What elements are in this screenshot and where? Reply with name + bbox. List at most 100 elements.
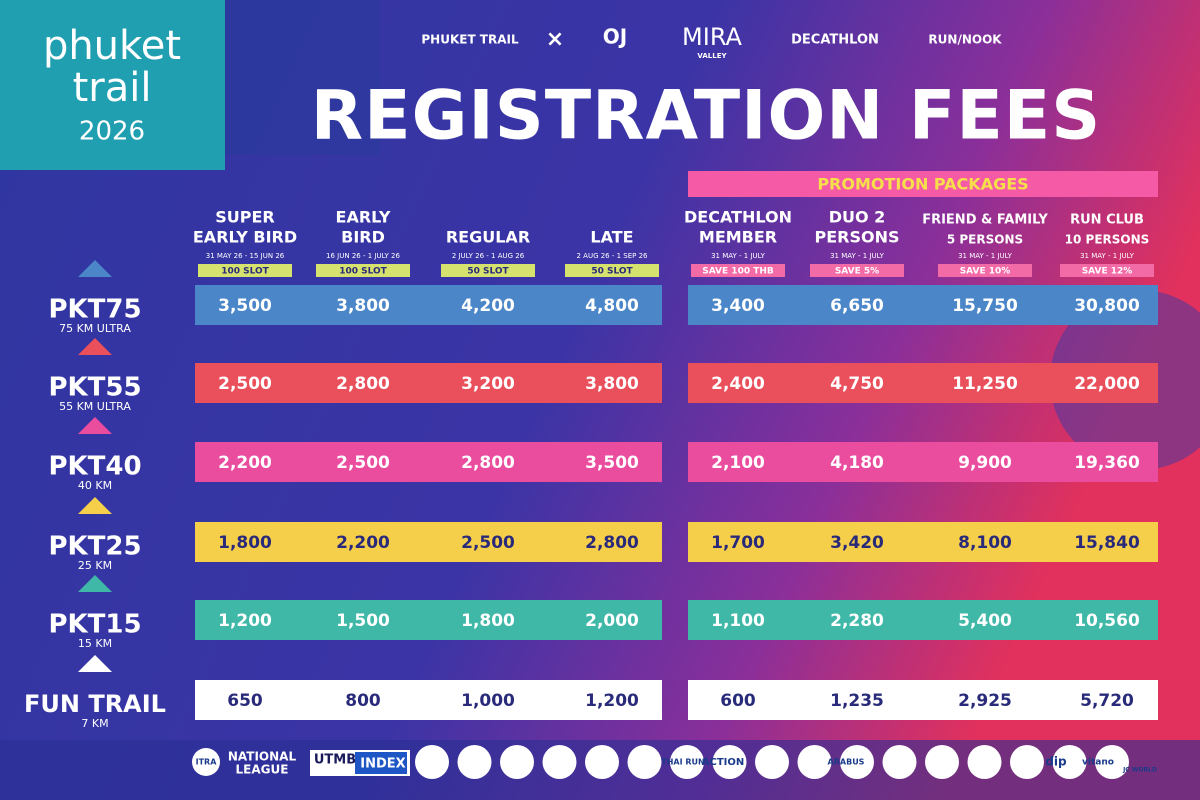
fee-bar bbox=[195, 522, 662, 562]
column-dates: 31 MAY 26 - 15 JUN 26 bbox=[206, 252, 285, 260]
fee: 3,500 bbox=[218, 296, 272, 316]
row-name: PKT15 bbox=[48, 610, 141, 640]
fee: 3,420 bbox=[830, 533, 884, 553]
partner-logo bbox=[192, 748, 220, 776]
fee: 2,800 bbox=[461, 453, 515, 473]
column-header: DECATHLON bbox=[684, 208, 792, 227]
partner-logo bbox=[1010, 745, 1044, 779]
fee: 1,000 bbox=[461, 691, 515, 711]
slot-tag bbox=[198, 264, 292, 277]
sponsor-logo: PHUKET TRAIL bbox=[421, 33, 519, 47]
logo-text: phuket bbox=[43, 23, 181, 69]
column-header: 10 PERSONS bbox=[1065, 233, 1150, 247]
slot-tag bbox=[691, 264, 785, 277]
title: REGISTRATION FEES bbox=[311, 77, 1101, 156]
fee: 4,200 bbox=[461, 296, 515, 316]
fee: 4,180 bbox=[830, 453, 884, 473]
partner-logo bbox=[457, 745, 492, 779]
partner-logo bbox=[585, 745, 619, 779]
fee: 6,650 bbox=[830, 296, 884, 316]
column-dates: 31 MAY - 1 JULY bbox=[958, 252, 1013, 260]
column-dates: 16 JUN 26 - 1 JULY 26 bbox=[326, 252, 400, 260]
partner-logo bbox=[840, 745, 874, 779]
column-header: DUO 2 bbox=[829, 208, 886, 227]
partner-logo bbox=[967, 745, 1002, 779]
fee-bar bbox=[688, 522, 1158, 562]
fee: 2,100 bbox=[711, 453, 765, 473]
fee: 2,500 bbox=[218, 374, 272, 394]
deco-block bbox=[225, 0, 380, 155]
fee: 2,000 bbox=[585, 611, 639, 631]
partner-text: INDEX bbox=[360, 757, 405, 772]
logo-block bbox=[0, 0, 225, 170]
row-name: FUN TRAIL bbox=[24, 690, 166, 718]
fee: 1,700 bbox=[711, 533, 765, 553]
fee: 1,800 bbox=[218, 533, 272, 553]
column-header: SUPER bbox=[215, 208, 275, 227]
partner-text: ACTION bbox=[702, 757, 745, 768]
mountain-icon bbox=[78, 260, 112, 277]
slot-tag bbox=[938, 264, 1032, 277]
sponsor-logo: × bbox=[546, 27, 564, 52]
column-header: RUN CLUB bbox=[1070, 213, 1144, 228]
mountain-icon bbox=[78, 417, 112, 434]
fee: 3,200 bbox=[461, 374, 515, 394]
fee: 1,500 bbox=[336, 611, 390, 631]
sponsor-logo: DECATHLON bbox=[791, 33, 879, 48]
fee: 2,500 bbox=[461, 533, 515, 553]
slot-tag-text: 50 SLOT bbox=[591, 267, 633, 277]
fee: 19,360 bbox=[1074, 453, 1140, 473]
column-dates: 31 MAY - 1 JULY bbox=[1080, 252, 1135, 260]
column-header: PERSONS bbox=[814, 228, 899, 247]
partner-text: UTMB bbox=[314, 753, 356, 768]
row-distance: 7 KM bbox=[81, 717, 108, 730]
partner-logo bbox=[670, 745, 704, 779]
fee: 2,800 bbox=[336, 374, 390, 394]
fee: 5,400 bbox=[958, 611, 1012, 631]
slot-tag bbox=[1060, 264, 1154, 277]
logo-text: trail bbox=[73, 65, 152, 111]
fee: 30,800 bbox=[1074, 296, 1140, 316]
mountain-icon bbox=[78, 575, 112, 592]
partner-logo bbox=[755, 745, 789, 779]
partner-text: ARABUS bbox=[828, 758, 865, 767]
column-header: 5 PERSONS bbox=[947, 233, 1023, 247]
fee: 15,840 bbox=[1074, 533, 1140, 553]
sponsor-logo: OJ bbox=[603, 25, 627, 49]
partner-text: ITRA bbox=[196, 758, 218, 767]
row-name: PKT55 bbox=[48, 373, 141, 403]
fee: 1,200 bbox=[585, 691, 639, 711]
fee: 2,400 bbox=[711, 374, 765, 394]
fee-bar bbox=[688, 442, 1158, 482]
column-header: LATE bbox=[590, 228, 633, 247]
partner-logo bbox=[1095, 745, 1129, 779]
sponsor-logo: VALLEY bbox=[697, 52, 727, 60]
column-header: BIRD bbox=[341, 228, 385, 247]
fee: 4,750 bbox=[830, 374, 884, 394]
row-name: PKT40 bbox=[48, 452, 141, 482]
fee: 2,925 bbox=[958, 691, 1012, 711]
column-header: MEMBER bbox=[699, 228, 777, 247]
slot-tag bbox=[565, 264, 659, 277]
column-dates: 31 MAY - 1 JULY bbox=[711, 252, 766, 260]
fee: 2,800 bbox=[585, 533, 639, 553]
partner-logo bbox=[925, 745, 959, 779]
partner-logo bbox=[542, 745, 577, 779]
fee: 8,100 bbox=[958, 533, 1012, 553]
slot-tag-text: SAVE 100 THB bbox=[702, 267, 774, 277]
fee: 1,800 bbox=[461, 611, 515, 631]
sponsor-logo: RUN/NOOK bbox=[928, 33, 1002, 47]
promotion-banner bbox=[688, 171, 1158, 197]
fee-bar bbox=[195, 442, 662, 482]
fee-bar bbox=[688, 285, 1158, 325]
column-header: EARLY BIRD bbox=[193, 228, 297, 247]
slot-tag-text: 100 SLOT bbox=[221, 267, 269, 277]
column-header: FRIEND & FAMILY bbox=[922, 213, 1048, 228]
partner-text: JC WORLD bbox=[1122, 767, 1157, 774]
fee: 3,400 bbox=[711, 296, 765, 316]
fee: 800 bbox=[345, 691, 381, 711]
partner-logo bbox=[1052, 745, 1087, 779]
partner-text: THAI RUN bbox=[661, 758, 704, 767]
slot-tag bbox=[441, 264, 535, 277]
mountain-icon bbox=[78, 338, 112, 355]
